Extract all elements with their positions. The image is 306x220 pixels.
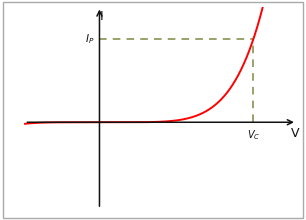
Text: V: V (291, 127, 299, 140)
Text: $I_P$: $I_P$ (85, 32, 95, 46)
Text: $V_C$: $V_C$ (247, 129, 260, 142)
Text: I: I (100, 10, 104, 23)
